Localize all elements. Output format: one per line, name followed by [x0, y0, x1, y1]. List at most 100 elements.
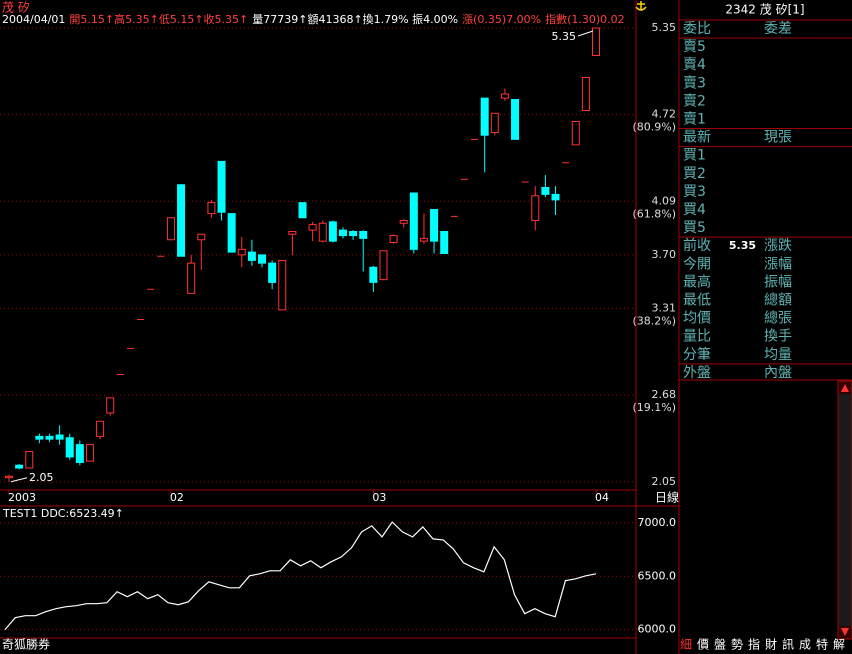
- y-tick-label: 7000.0: [638, 516, 677, 529]
- candle-body: [85, 444, 94, 462]
- panel-label: 內盤: [764, 365, 792, 381]
- panel-label: 漲幅: [764, 256, 792, 272]
- panel-label: 買5: [683, 220, 706, 236]
- y-tick-label: 5.35: [652, 21, 677, 34]
- tab[interactable]: 勢: [731, 637, 743, 652]
- candle-body: [217, 160, 226, 213]
- candle-body: [349, 231, 358, 237]
- candle-body: [379, 250, 388, 281]
- low-pointer: [10, 477, 28, 483]
- panel-label: 賣1: [683, 112, 706, 128]
- fib-label: (61.8%): [632, 207, 676, 220]
- candle-body: [106, 397, 115, 414]
- candle-body: [531, 195, 540, 221]
- panel-label: 委差: [764, 21, 792, 37]
- x-tick-label: 03: [372, 491, 386, 504]
- panel-label: 賣4: [683, 57, 706, 73]
- tab[interactable]: 價: [697, 638, 709, 652]
- candle-body: [25, 451, 34, 469]
- candle-body: [409, 192, 418, 250]
- candle-body: [55, 434, 64, 440]
- candle-body: [500, 93, 509, 99]
- tab[interactable]: 成: [799, 638, 811, 652]
- candle-body: [338, 229, 347, 237]
- candle-body: [318, 222, 327, 242]
- panel-label: 總額: [764, 292, 792, 309]
- panel-label: 前收: [683, 237, 711, 254]
- panel-label: 均量: [764, 347, 792, 363]
- fib-label: (19.1%): [632, 401, 676, 414]
- tab[interactable]: 指: [748, 637, 760, 652]
- candle-body: [581, 77, 590, 111]
- x-tick-label: 2003: [8, 491, 36, 504]
- y-tick-label: 6000.0: [638, 623, 677, 636]
- candle-body: [187, 262, 196, 294]
- tab[interactable]: 訊: [782, 637, 794, 652]
- panel-label: 現張: [764, 130, 792, 146]
- candle-body: [5, 475, 13, 479]
- panel-label: 分筆: [683, 347, 711, 363]
- footer: 奇狐勝券: [2, 637, 50, 652]
- candle-body: [399, 220, 408, 224]
- high-pointer: [577, 30, 594, 37]
- candle-body: [369, 266, 378, 283]
- anchor-icon: [635, 1, 647, 11]
- panel-label: 外盤: [683, 365, 711, 381]
- header-item: 指數(1.30)0.02: [545, 12, 625, 26]
- panel-label: 量比: [683, 329, 711, 345]
- candle-body: [571, 121, 580, 146]
- candle-body: [35, 435, 44, 440]
- candle-body: [541, 187, 550, 195]
- panel-label: 均價: [683, 310, 711, 327]
- panel-title: 2342 茂 矽[1]: [725, 2, 804, 17]
- tab[interactable]: 特: [816, 637, 828, 652]
- fib-label: (80.9%): [632, 121, 676, 134]
- candle-body: [197, 233, 206, 241]
- header-item: 漲(0.35)7.00%: [462, 13, 541, 26]
- candle-body: [551, 193, 560, 201]
- candle-body: [430, 209, 439, 242]
- header-item: 開5.15↑高5.35↑低5.15↑收5.35↑: [69, 12, 248, 26]
- candle-body: [45, 435, 54, 440]
- panel-label: 振幅: [764, 274, 792, 290]
- candle-body: [288, 231, 297, 235]
- panel-label: 賣2: [683, 93, 706, 109]
- tab[interactable]: 細: [680, 638, 692, 652]
- candle-body: [96, 420, 105, 437]
- y-tick-label: 2.68: [652, 388, 677, 401]
- candle-body: [592, 27, 600, 56]
- fib-label: (38.2%): [632, 315, 676, 328]
- panel-label: 委比: [683, 21, 711, 37]
- panel-label: 買2: [683, 166, 706, 182]
- header-item: 2004/04/01: [2, 13, 65, 26]
- candle-body: [298, 202, 307, 219]
- panel-label: 今開: [683, 256, 711, 272]
- candle-body: [65, 437, 74, 458]
- scrollbar[interactable]: [837, 380, 852, 640]
- y-tick-label: 4.72: [652, 108, 677, 121]
- panel-value: 5.35: [729, 239, 756, 252]
- panel-label: 總張: [764, 310, 792, 327]
- y-tick-label: 6500.0: [638, 569, 677, 582]
- low-annotation: 2.05: [29, 471, 54, 484]
- tab[interactable]: 解: [833, 638, 845, 652]
- candle-body: [177, 184, 186, 257]
- candle-body: [419, 237, 428, 242]
- candle-body: [15, 464, 24, 469]
- y-tick-label: 4.09: [652, 194, 677, 207]
- tab[interactable]: 財: [765, 637, 777, 652]
- y-tick-label: 3.31: [652, 302, 677, 315]
- candle-body: [480, 97, 489, 136]
- indicator-line: [4, 521, 597, 630]
- tab[interactable]: 盤: [714, 638, 726, 652]
- candle-body: [328, 221, 337, 242]
- candle-body: [490, 112, 499, 133]
- panel-label: 最低: [683, 293, 711, 309]
- y-tick-label: 2.05: [652, 475, 677, 488]
- candle-body: [359, 231, 368, 239]
- panel-label: 換手: [764, 329, 792, 345]
- candle-body: [207, 202, 216, 215]
- panel-label: 最新: [683, 130, 711, 146]
- candle-body: [75, 444, 84, 463]
